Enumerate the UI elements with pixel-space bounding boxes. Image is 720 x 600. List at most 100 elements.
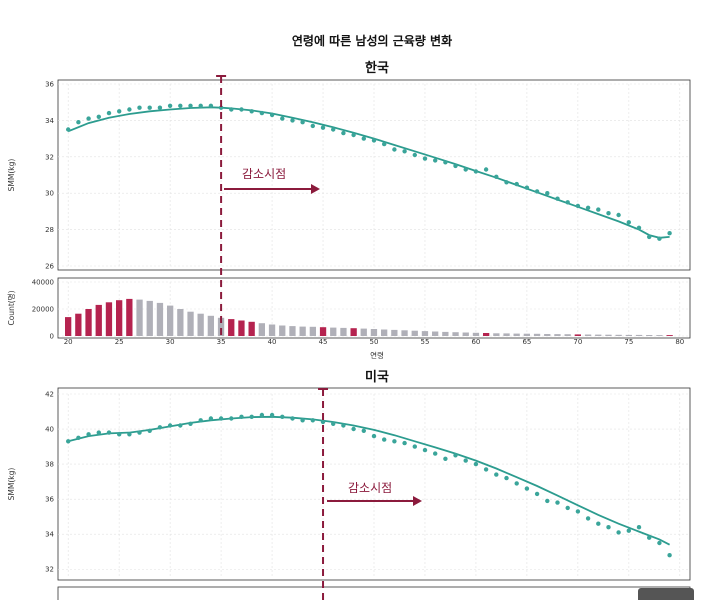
- korea-data-point: [249, 109, 254, 114]
- korea-count-bar: [574, 334, 581, 336]
- korea-count-bar: [207, 315, 214, 337]
- korea-count-bar: [299, 326, 306, 336]
- usa-data-point: [616, 530, 621, 535]
- korea-count-bar: [503, 333, 510, 336]
- usa-data-point: [106, 430, 112, 435]
- korea-panel: 한국 26 28 30 32 34 36 SMM(kg) 감소시점: [7, 60, 691, 271]
- korea-data-point: [269, 112, 275, 118]
- korea-data-point: [218, 105, 224, 110]
- korea-data-point: [524, 185, 530, 190]
- korea-count-bar: [544, 334, 551, 336]
- usa-data-point: [147, 428, 152, 433]
- korea-count-bar: [472, 332, 480, 336]
- korea-count-x-tick-label: 55: [421, 338, 430, 346]
- usa-data-point: [127, 432, 132, 437]
- korea-count-x-tick-label: 30: [166, 338, 175, 346]
- korea-count-bar: [177, 309, 184, 336]
- korea-count-bar: [340, 327, 347, 336]
- korea-data-point: [494, 174, 499, 179]
- korea-count-y-tick-label: 20000: [32, 306, 54, 314]
- usa-data-point: [198, 418, 203, 423]
- korea-data-point: [392, 147, 397, 152]
- usa-y-tick-label: 42: [45, 391, 54, 399]
- korea-count-y-tick-label: 40000: [32, 279, 54, 287]
- korea-data-point: [106, 110, 112, 116]
- usa-y-tick-label: 32: [45, 566, 54, 574]
- korea-count-bar: [75, 313, 82, 336]
- usa-data-point: [117, 432, 122, 437]
- usa-data-point: [259, 412, 265, 418]
- korea-count-bar: [554, 334, 561, 336]
- korea-data-point: [198, 103, 203, 109]
- korea-data-point: [422, 156, 428, 161]
- korea-data-point: [167, 103, 173, 109]
- usa-annotation-text: 감소시점: [348, 481, 392, 495]
- usa-data-point: [647, 535, 652, 540]
- korea-count-bar: [65, 317, 72, 336]
- korea-count-panel: 0 20000 40000 20 25 30 35 40 45 50 55 60 65 70 75 80 C…: [6, 277, 691, 360]
- usa-data-point: [443, 456, 448, 461]
- korea-data-point: [188, 103, 193, 109]
- korea-count-bar: [156, 302, 164, 336]
- korea-count-bar: [167, 305, 174, 336]
- usa-data-point: [208, 416, 214, 421]
- korea-y-ticks: 26 28 30 32 34 36: [45, 81, 54, 271]
- korea-count-bar: [197, 313, 204, 336]
- korea-count-x-tick-label: 70: [573, 338, 582, 346]
- korea-count-bar: [370, 329, 378, 336]
- korea-data-point: [178, 103, 183, 109]
- corner-badge: [638, 588, 694, 600]
- usa-data-point: [433, 451, 438, 456]
- korea-count-x-ticks: 20 25 30 35 40 45 50 55 60 65 70 75 80: [64, 338, 685, 346]
- korea-count-bars: [65, 298, 673, 337]
- korea-y-tick-label: 36: [45, 81, 54, 89]
- usa-annotation-arrowhead: [413, 496, 422, 506]
- korea-count-bar: [85, 309, 92, 336]
- korea-count-bar: [116, 300, 123, 336]
- korea-count-bar: [248, 321, 255, 336]
- korea-data-point: [667, 231, 672, 236]
- korea-count-y-tick-label: 0: [50, 333, 54, 341]
- usa-data-point: [382, 437, 387, 442]
- korea-count-bar: [136, 299, 143, 336]
- usa-data-point: [239, 414, 244, 419]
- korea-data-point: [280, 116, 285, 121]
- korea-count-x-tick-label: 20: [64, 338, 73, 346]
- korea-count-bar: [421, 331, 429, 336]
- korea-data-point: [657, 236, 662, 241]
- korea-count-bar: [584, 334, 592, 336]
- korea-count-bar: [432, 331, 439, 336]
- korea-data-point: [606, 211, 611, 216]
- korea-count-bar: [656, 335, 663, 336]
- usa-data-point: [137, 430, 142, 435]
- korea-data-point: [382, 141, 387, 147]
- usa-data-point: [157, 425, 163, 430]
- korea-count-bar: [126, 298, 133, 336]
- korea-count-bar: [309, 326, 316, 336]
- korea-data-point: [534, 189, 540, 194]
- usa-title: 미국: [365, 369, 389, 385]
- korea-data-point: [137, 105, 142, 110]
- usa-data-point: [178, 423, 183, 428]
- korea-count-bar: [289, 326, 296, 336]
- usa-data-point: [66, 439, 71, 444]
- korea-count-bar: [360, 328, 367, 336]
- usa-data-point: [483, 467, 489, 472]
- usa-data-point: [422, 447, 428, 453]
- korea-count-x-tick-label: 60: [471, 338, 480, 346]
- korea-data-point: [229, 107, 234, 112]
- usa-y-tick-label: 40: [45, 426, 54, 434]
- usa-data-point: [351, 426, 356, 432]
- korea-y-tick-label: 28: [45, 226, 54, 234]
- usa-data-point: [565, 505, 570, 511]
- usa-data-point: [596, 521, 601, 526]
- usa-data-point: [371, 433, 377, 439]
- usa-data-point: [229, 416, 234, 421]
- korea-data-point: [290, 118, 295, 123]
- korea-count-bar: [319, 327, 327, 336]
- usa-data-point: [453, 453, 458, 458]
- usa-y-ticks: 32 34 36 38 40 42: [45, 391, 54, 574]
- usa-y-label: SMM(kg): [7, 468, 16, 501]
- korea-data-point: [117, 109, 122, 114]
